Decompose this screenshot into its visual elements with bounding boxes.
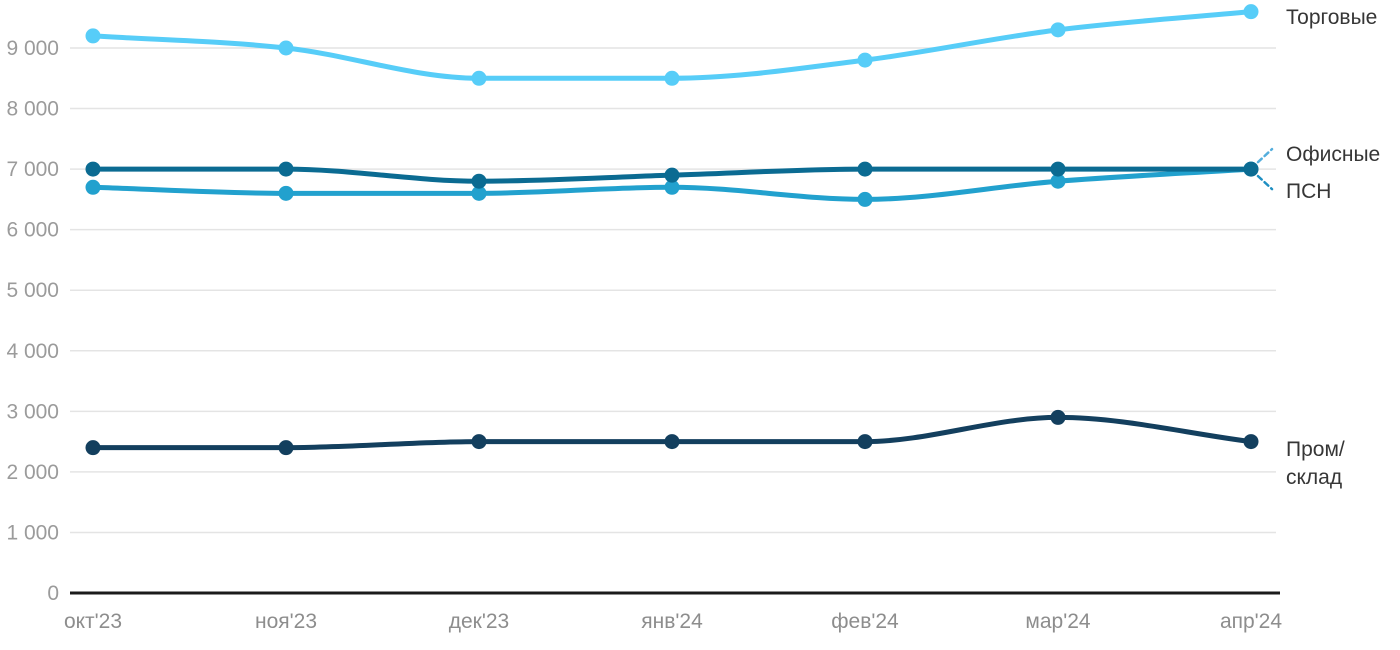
series-label-torgovye: Торговые [1286,4,1398,32]
series-label-text: Офисные [1286,143,1381,166]
x-axis-tick-label: янв'24 [641,610,703,633]
data-point [1050,173,1066,189]
data-point [85,440,101,456]
data-point [664,434,680,450]
data-point [278,185,294,201]
data-point [471,70,487,86]
data-point [278,440,294,456]
label-connector-lower [1256,174,1274,191]
x-axis-tick-label: апр'24 [1220,610,1282,633]
data-point [85,28,101,44]
data-point [1050,22,1066,38]
label-connector-upper [1256,147,1274,164]
data-point [85,161,101,177]
data-point [857,52,873,68]
data-point [85,179,101,195]
data-point [471,173,487,189]
series-label-psn: ПСН [1286,178,1398,206]
y-axis-tick-label: 4 000 [6,340,59,363]
data-point [1243,161,1259,177]
y-axis-tick-label: 0 [47,582,59,605]
y-axis-tick-label: 1 000 [6,521,59,544]
series-line-0 [90,9,1254,81]
data-point [857,434,873,450]
data-point [471,185,487,201]
y-axis-tick-label: 2 000 [6,461,59,484]
x-axis-tick-label: ноя'23 [255,610,317,633]
x-axis-tick-label: мар'24 [1025,610,1090,633]
y-axis-tick-label: 9 000 [6,37,59,60]
data-point [1243,434,1259,450]
data-point [664,70,680,86]
y-axis-tick-label: 7 000 [6,158,59,181]
data-point [664,167,680,183]
data-point [664,179,680,195]
data-point [857,161,873,177]
series-label-text: Пром/ [1286,438,1345,461]
series-label-prom-sklad: Пром/ склад [1286,436,1398,492]
y-axis-tick-label: 8 000 [6,98,59,121]
y-axis-tick-label: 6 000 [6,219,59,242]
data-point [857,191,873,207]
data-point [1050,409,1066,425]
y-axis-tick-label: 5 000 [6,279,59,302]
data-point [1243,4,1259,20]
x-axis-tick-label: дек'23 [449,610,510,633]
series-label-text: ПСН [1286,180,1332,203]
x-axis-tick-label: окт'23 [64,610,122,633]
data-point [278,161,294,177]
x-axis-tick-label: фев'24 [831,610,899,633]
series-label-ofisnye: Офисные [1286,141,1398,169]
data-point [1050,161,1066,177]
y-axis-tick-label: 3 000 [6,400,59,423]
series-label-text: склад [1286,466,1343,489]
series-label-text: Торговые [1286,6,1378,29]
data-point [471,434,487,450]
data-point [278,40,294,56]
